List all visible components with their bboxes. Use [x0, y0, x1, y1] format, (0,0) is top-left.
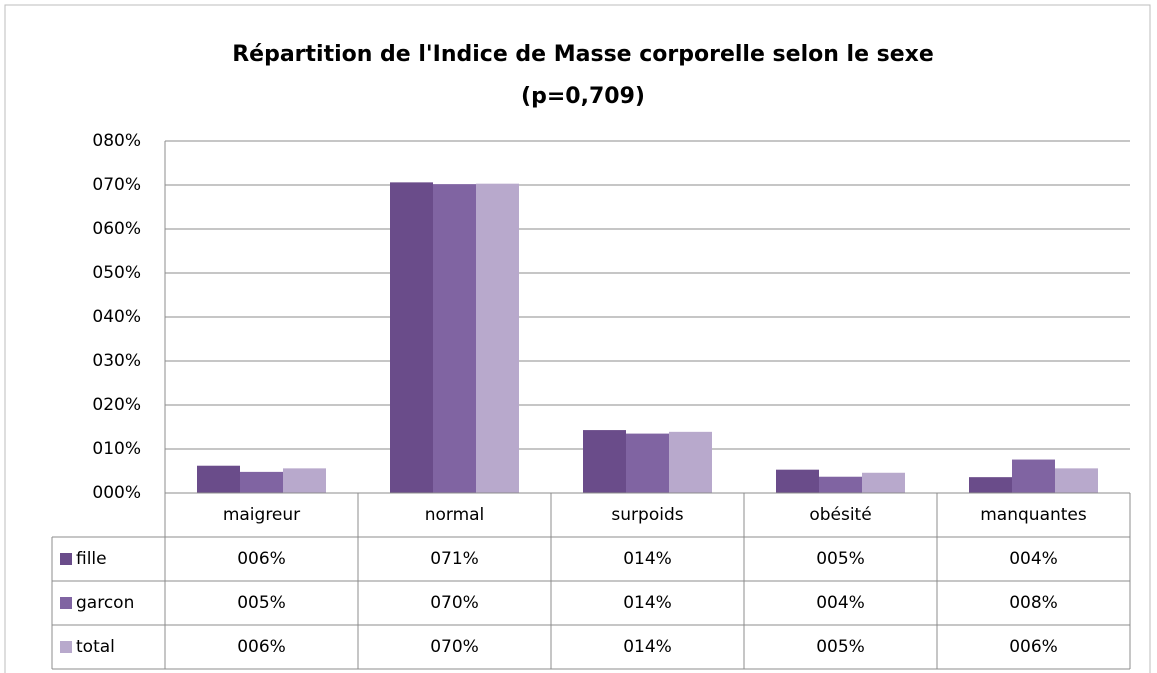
y-tick-label: 070% [92, 175, 141, 195]
bar [583, 430, 626, 493]
y-tick-label: 040% [92, 307, 141, 327]
x-tick-label: obésité [809, 505, 871, 525]
y-tick-label: 050% [92, 263, 141, 283]
legend-key [60, 597, 72, 609]
bar [626, 433, 669, 493]
table-cell: 006% [1009, 637, 1058, 657]
legend-key [60, 553, 72, 565]
table-cell: 071% [430, 549, 479, 569]
x-tick-label: maigreur [223, 505, 300, 525]
table-cell: 005% [816, 549, 865, 569]
y-tick-label: 020% [92, 395, 141, 415]
table-cell: 005% [816, 637, 865, 657]
bar [862, 472, 905, 493]
table-cell: 014% [623, 637, 672, 657]
bar [819, 476, 862, 493]
legend-label: fille [76, 549, 107, 569]
y-tick-label: 060% [92, 219, 141, 239]
bar [476, 183, 519, 493]
bar [197, 465, 240, 493]
bar [1012, 459, 1055, 493]
legend-label: total [76, 637, 115, 657]
y-tick-label: 030% [92, 351, 141, 371]
x-tick-label: surpoids [611, 505, 683, 525]
table-cell: 070% [430, 593, 479, 613]
bar [776, 469, 819, 493]
bar [1055, 468, 1098, 493]
x-tick-label: manquantes [980, 505, 1087, 525]
bar [240, 471, 283, 493]
y-tick-label: 000% [92, 483, 141, 503]
chart-frame [4, 4, 1151, 673]
y-tick-label: 080% [92, 131, 141, 151]
x-tick-label: normal [425, 505, 485, 525]
chart-title: (p=0,709) [521, 84, 645, 109]
bar [969, 477, 1012, 493]
bar [283, 468, 326, 493]
table-cell: 004% [1009, 549, 1058, 569]
bar [669, 431, 712, 493]
chart-title: Répartition de l'Indice de Masse corpore… [232, 42, 934, 67]
table-cell: 014% [623, 549, 672, 569]
table-cell: 006% [237, 549, 286, 569]
table-cell: 008% [1009, 593, 1058, 613]
table-cell: 014% [623, 593, 672, 613]
table-cell: 070% [430, 637, 479, 657]
table-cell: 005% [237, 593, 286, 613]
table-cell: 006% [237, 637, 286, 657]
bar [433, 184, 476, 493]
legend-label: garcon [76, 593, 134, 613]
legend-key [60, 641, 72, 653]
bar [390, 182, 433, 494]
table-cell: 004% [816, 593, 865, 613]
y-tick-label: 010% [92, 439, 141, 459]
